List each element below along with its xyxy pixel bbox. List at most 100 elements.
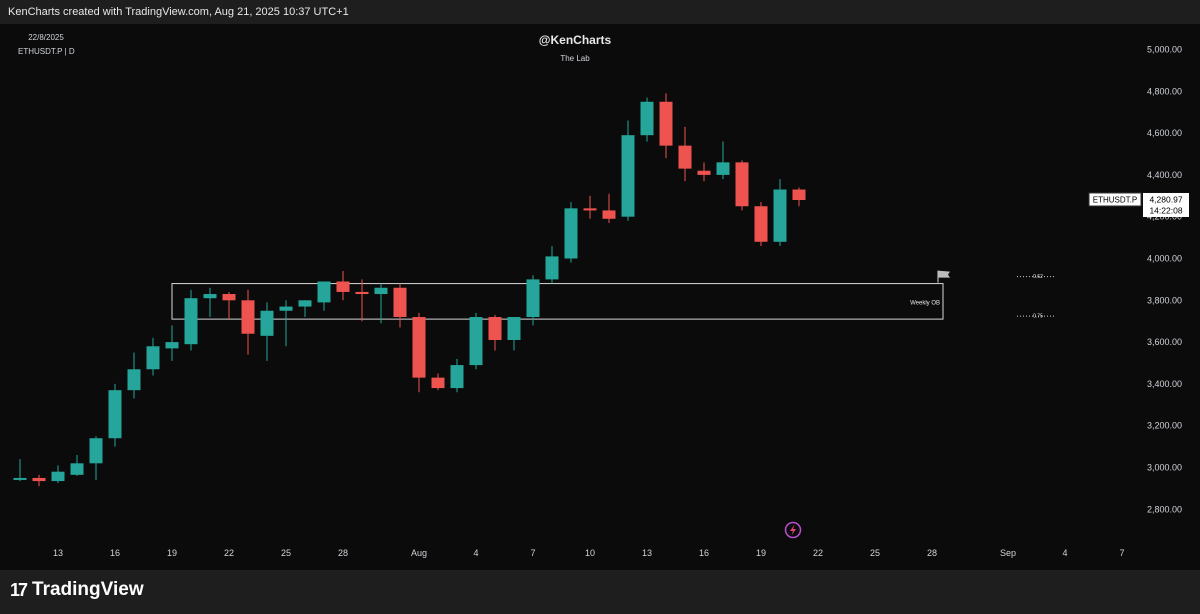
candle-body (602, 210, 616, 219)
weekly-ob-zone[interactable]: Weekly OB (171, 283, 944, 320)
candle[interactable] (716, 141, 730, 180)
candle[interactable] (621, 120, 635, 221)
candle[interactable] (583, 195, 597, 219)
time-tick-label: 4 (473, 548, 478, 558)
candle[interactable] (602, 193, 616, 223)
fib-upper-label: 0.62 (1033, 274, 1043, 280)
lightning-icon[interactable] (784, 521, 802, 539)
price-tick-label: 2,800.00 (1147, 504, 1182, 514)
price-tick-label: 4,800.00 (1147, 86, 1182, 96)
candle[interactable] (678, 126, 692, 182)
tradingview-logo[interactable]: 17 TradingView (10, 579, 144, 601)
candle[interactable] (640, 97, 654, 142)
candle[interactable] (374, 283, 388, 324)
candle[interactable] (203, 287, 217, 318)
time-tick-label: 16 (699, 548, 709, 558)
price-tick-label: 3,200.00 (1147, 421, 1182, 431)
price-tick-label: 3,000.00 (1147, 463, 1182, 473)
candle[interactable] (165, 325, 179, 361)
candle[interactable] (260, 302, 274, 361)
candle[interactable] (393, 283, 407, 328)
candle-body (678, 145, 692, 169)
candle[interactable] (431, 373, 445, 391)
candle-body (222, 294, 236, 301)
candlestick-chart[interactable]: 2,800.00 3,000.00 3,200.00 3,400.00 3,600.00… (0, 24, 1200, 570)
tradingview-brand: TradingView (32, 579, 144, 600)
candle[interactable] (450, 358, 464, 393)
candle-body (89, 438, 103, 464)
time-tick-label: 25 (870, 548, 880, 558)
time-tick-label: 13 (53, 548, 63, 558)
candle-body (792, 189, 806, 200)
candle-body (70, 463, 84, 475)
time-tick-label: 16 (110, 548, 120, 558)
candle-body (317, 281, 331, 303)
tradingview-logo-icon: 17 (10, 579, 28, 600)
candle[interactable] (127, 352, 141, 399)
candle[interactable] (89, 436, 103, 481)
weekly-ob-label: Weekly OB (910, 300, 940, 306)
candle-body (184, 298, 198, 345)
time-axis[interactable]: 13 16 19 22 25 28 Aug 4 7 10 13 16 19 22 25 28 Sep 4 7 (53, 548, 1125, 558)
time-tick-label: 28 (338, 548, 348, 558)
watermark-title: @KenCharts (539, 33, 612, 47)
candles[interactable] (13, 93, 806, 487)
candle-body (241, 300, 255, 334)
candle[interactable] (792, 187, 806, 207)
candle[interactable] (469, 312, 483, 370)
candle[interactable] (773, 179, 787, 246)
candle[interactable] (32, 474, 46, 487)
candle[interactable] (108, 383, 122, 447)
time-tick-label: Sep (1000, 548, 1016, 558)
candle[interactable] (488, 314, 502, 351)
candle[interactable] (507, 317, 521, 351)
candle[interactable] (336, 271, 350, 301)
candle[interactable] (317, 281, 331, 311)
candle-body (127, 369, 141, 391)
candle-body (716, 162, 730, 175)
candle-body (336, 281, 350, 292)
price-tag-symbol-box (1088, 192, 1142, 207)
candle[interactable] (526, 275, 540, 326)
candle[interactable] (241, 289, 255, 355)
candle-body (203, 294, 217, 299)
candle[interactable] (355, 279, 369, 322)
credit-text: KenCharts created with TradingView.com, … (8, 6, 349, 18)
candle-body (507, 317, 521, 341)
time-tick-label: Aug (411, 548, 427, 558)
candle[interactable] (697, 162, 711, 182)
time-tick-label: 25 (281, 548, 291, 558)
candle[interactable] (70, 454, 84, 476)
candle[interactable] (754, 202, 768, 246)
price-tick-label: 3,800.00 (1147, 295, 1182, 305)
candle[interactable] (545, 245, 559, 284)
candle[interactable] (13, 459, 27, 482)
watermark-subtitle: The Lab (560, 54, 590, 63)
candle-body (355, 291, 369, 295)
price-tick-label: 3,600.00 (1147, 337, 1182, 347)
flag-icon[interactable] (937, 270, 950, 283)
price-axis[interactable]: 2,800.00 3,000.00 3,200.00 3,400.00 3,600.00… (1147, 45, 1182, 515)
candle[interactable] (146, 337, 160, 376)
candle[interactable] (279, 300, 293, 347)
candle-body (13, 477, 27, 480)
candle-body (431, 377, 445, 389)
candle[interactable] (184, 289, 198, 351)
candle[interactable] (564, 202, 578, 263)
time-tick-label: 19 (756, 548, 766, 558)
candle-body (735, 162, 749, 207)
price-tag-countdown: 14:22:08 (1149, 205, 1182, 215)
candle-body (697, 170, 711, 175)
candle[interactable] (735, 160, 749, 211)
candle[interactable] (51, 465, 65, 484)
candle[interactable] (659, 93, 673, 159)
candle-body (621, 135, 635, 217)
candle[interactable] (298, 300, 312, 318)
candle[interactable] (412, 312, 426, 393)
candle-body (51, 471, 65, 482)
weekly-ob-rect[interactable] (171, 283, 944, 320)
chart-area[interactable]: 2,800.00 3,000.00 3,200.00 3,400.00 3,600.00… (0, 24, 1200, 570)
time-tick-label: 19 (167, 548, 177, 558)
time-tick-label: 22 (813, 548, 823, 558)
candle[interactable] (222, 291, 236, 320)
